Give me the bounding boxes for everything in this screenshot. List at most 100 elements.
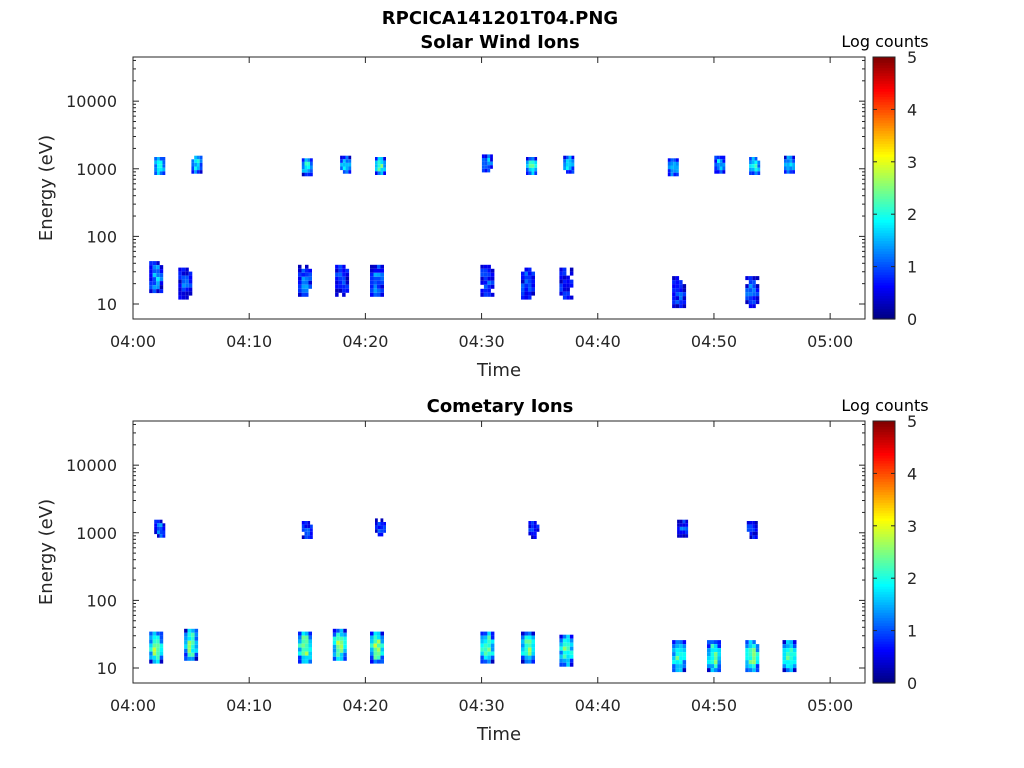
colorbar-segment — [873, 531, 895, 535]
data-cell — [332, 628, 337, 633]
data-cell — [571, 159, 575, 163]
data-cell — [487, 168, 491, 173]
data-cell — [154, 160, 157, 165]
data-cell — [342, 288, 346, 293]
colorbar-segment — [873, 224, 895, 228]
data-cell — [685, 523, 689, 527]
data-cell — [301, 521, 305, 525]
data-cell — [152, 273, 157, 278]
data-cell — [343, 628, 347, 633]
data-cell — [375, 518, 378, 522]
data-blob — [370, 264, 384, 297]
data-cell — [789, 652, 793, 657]
data-cell — [370, 631, 374, 636]
data-cell — [152, 265, 157, 270]
data-cell — [524, 655, 528, 660]
data-cell — [677, 519, 680, 524]
colorbar-segment — [873, 651, 895, 655]
data-cell — [339, 636, 344, 641]
data-cell — [380, 525, 384, 530]
y-tick-label: 10 — [97, 659, 117, 678]
data-cell — [380, 272, 384, 277]
x-tick-label: 05:00 — [807, 332, 853, 351]
data-cell — [199, 159, 203, 163]
data-cell — [377, 268, 381, 273]
data-cell — [714, 664, 718, 669]
data-cell — [380, 160, 384, 165]
data-cell — [533, 521, 537, 525]
data-cell — [335, 292, 339, 297]
data-cell — [487, 280, 491, 285]
data-cell — [157, 160, 160, 165]
data-cell — [748, 664, 753, 669]
data-cell — [528, 524, 532, 529]
data-cell — [162, 160, 166, 165]
data-cell — [786, 652, 790, 657]
data-cell — [152, 631, 157, 636]
data-cell — [310, 165, 313, 170]
data-cell — [528, 283, 532, 288]
data-cell — [157, 519, 160, 524]
colorbar-tick-label: 5 — [907, 48, 917, 67]
data-cell — [531, 655, 535, 660]
data-cell — [531, 167, 535, 172]
colorbar-segment — [873, 460, 895, 464]
data-cell — [481, 158, 485, 162]
data-cell — [524, 643, 528, 648]
panel-title-cometary: Cometary Ions — [427, 396, 574, 417]
data-cell — [305, 280, 309, 285]
colorbar-segment — [873, 188, 895, 192]
data-cell — [181, 291, 186, 296]
data-cell — [157, 534, 160, 538]
data-cell — [377, 522, 381, 526]
data-cell — [380, 157, 384, 161]
data-cell — [184, 636, 188, 641]
data-cell — [159, 160, 163, 165]
data-cell — [521, 275, 525, 280]
data-cell — [345, 280, 350, 285]
data-cell — [675, 304, 680, 309]
data-cell — [755, 276, 760, 281]
colorbar-segment — [873, 441, 895, 446]
data-cell — [185, 287, 189, 292]
data-cell — [559, 662, 563, 667]
data-cell — [149, 277, 153, 282]
data-cell — [789, 170, 793, 174]
data-cell — [178, 267, 182, 272]
data-cell — [672, 660, 676, 665]
data-cell — [370, 280, 374, 285]
data-cell — [484, 158, 488, 162]
data-cell — [755, 660, 760, 665]
data-cell — [149, 273, 153, 278]
colorbar-segment — [873, 303, 895, 307]
data-cell — [301, 643, 305, 648]
data-cell — [717, 159, 720, 163]
data-cell — [340, 166, 343, 171]
data-cell — [562, 283, 567, 288]
data-cell — [672, 648, 676, 653]
data-cell — [745, 288, 749, 293]
data-cell — [345, 276, 350, 281]
data-cell — [298, 272, 302, 277]
data-cell — [710, 644, 714, 649]
colorbar-segment — [873, 565, 895, 569]
colorbar-tick-label: 2 — [907, 569, 917, 588]
colorbar-segment — [873, 298, 895, 302]
data-cell — [670, 169, 674, 173]
colorbar-segment — [873, 473, 895, 477]
data-cell — [375, 164, 378, 168]
data-cell — [568, 166, 572, 171]
data-cell — [745, 652, 749, 657]
data-cell — [793, 660, 797, 665]
data-cell — [568, 155, 572, 160]
colorbar-segment — [873, 182, 895, 186]
data-cell — [748, 652, 753, 657]
data-cell — [305, 264, 309, 269]
data-cell — [524, 295, 528, 300]
data-cell — [301, 659, 305, 664]
data-cell — [710, 640, 714, 645]
data-cell — [345, 155, 349, 160]
data-blob — [782, 640, 797, 673]
data-cell — [335, 268, 339, 273]
colorbar-segment — [873, 643, 895, 647]
